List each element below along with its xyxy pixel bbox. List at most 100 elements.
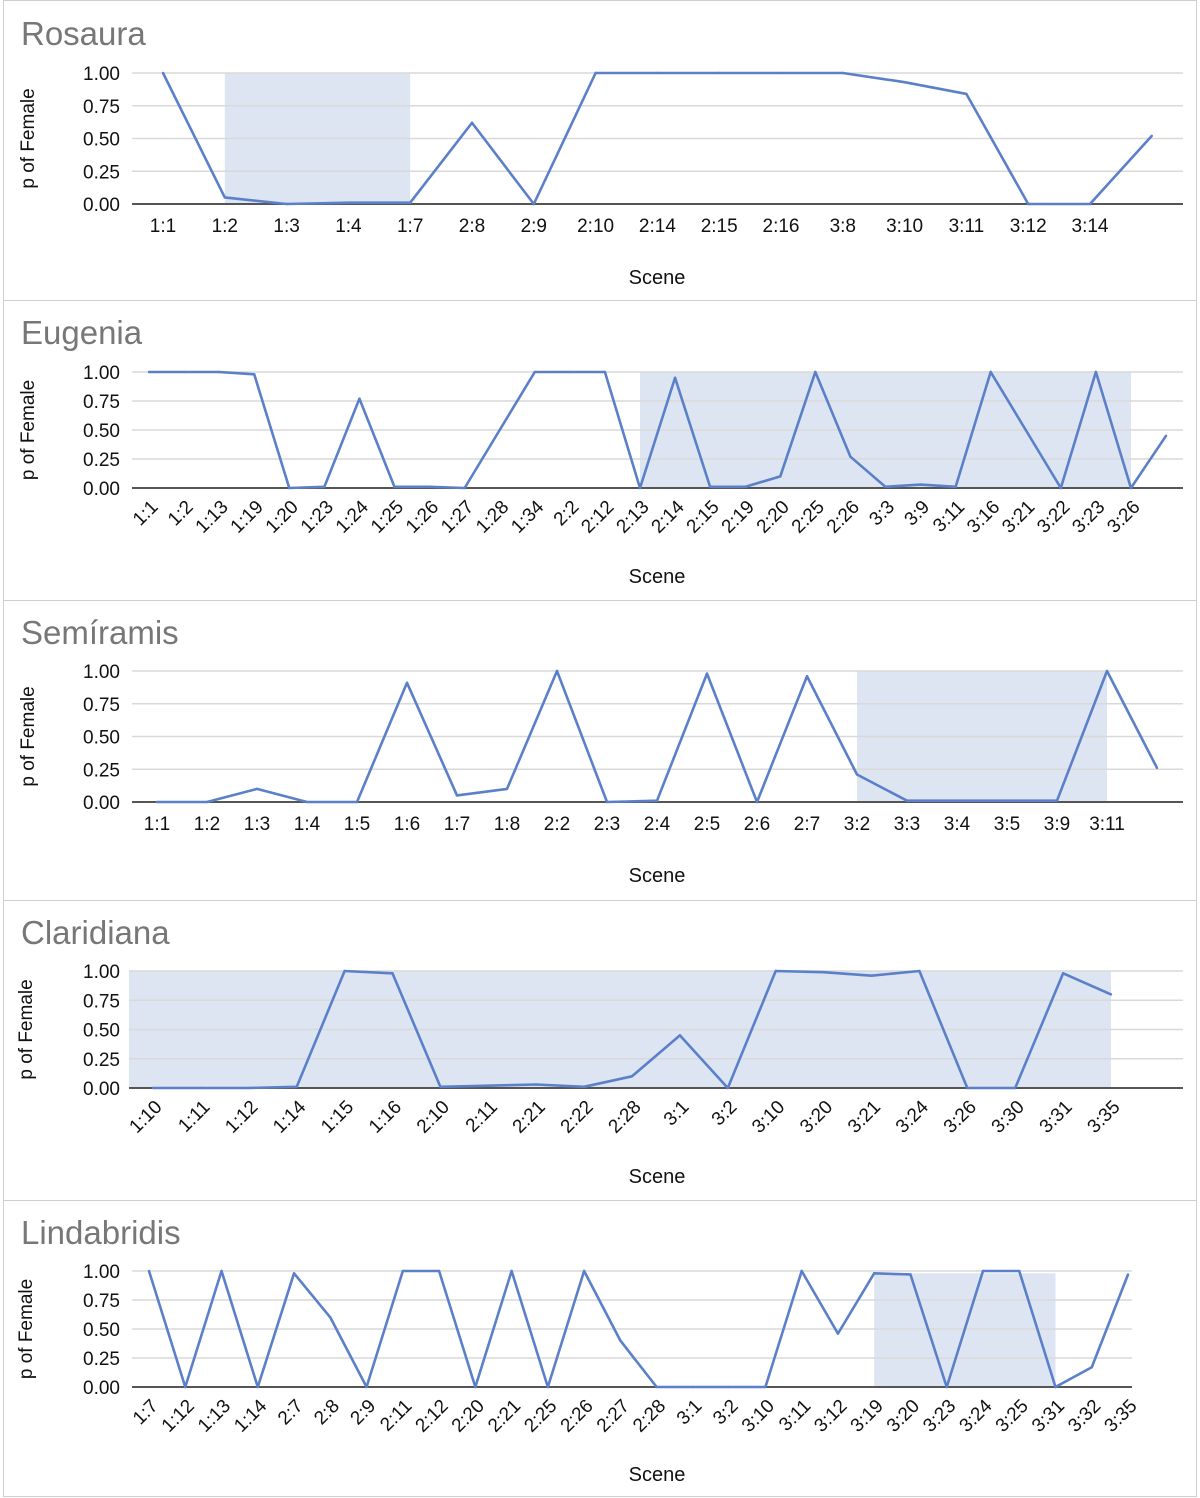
x-tick-label: 1:2 (212, 216, 238, 237)
x-tick-label: 3:1 (660, 1097, 694, 1131)
x-tick-label: 1:8 (494, 814, 520, 835)
data-point (455, 794, 459, 797)
data-point (1129, 486, 1133, 490)
y-tick-label: 0.00 (83, 793, 120, 814)
x-tick-label: 2:26 (823, 497, 864, 538)
chart-panel-eugenia: Eugenia 0.00 0.25 0.50 0.75 1.00 1:1 1:2 1:13 1:1… (3, 300, 1197, 601)
x-tick-label: 3:10 (748, 1097, 789, 1138)
data-point (594, 71, 597, 75)
y-axis-label: p of Female (16, 1279, 37, 1379)
data-point (253, 373, 256, 376)
x-tick-label: 3:12 (810, 1396, 851, 1437)
x-tick-label: 3:20 (883, 1396, 924, 1437)
x-tick-label: 1:12 (158, 1396, 199, 1437)
data-point (535, 1083, 538, 1086)
data-point (638, 486, 642, 490)
data-point (870, 974, 873, 977)
x-tick-label: 3:2 (709, 1396, 743, 1430)
x-tick-label: 2:20 (448, 1396, 489, 1437)
data-point (855, 773, 859, 776)
x-tick-label: 2:11 (376, 1396, 416, 1436)
data-point (437, 1269, 441, 1273)
x-tick-label: 1:12 (221, 1097, 262, 1138)
data-point (439, 1085, 442, 1089)
y-tick-label: 0.50 (83, 130, 120, 151)
data-point (779, 71, 783, 75)
y-tick-label: 0.50 (83, 728, 120, 749)
chart-title: Rosaura (21, 15, 146, 52)
x-tick-label: 2:14 (648, 496, 689, 537)
data-point (966, 1086, 969, 1090)
x-tick-label: 1:13 (194, 1396, 235, 1437)
data-point (1005, 799, 1009, 802)
chart-panel-lindabridis: Lindabridis 0.00 0.25 0.50 0.75 1.00 1:7 1:12 1:… (3, 1200, 1197, 1497)
data-point (981, 1269, 985, 1273)
x-tick-label: 3:32 (1064, 1396, 1105, 1437)
data-point (1150, 134, 1154, 138)
x-tick-label: 1:19 (227, 497, 268, 538)
x-tick-label: 3:23 (1068, 497, 1109, 538)
data-point (463, 486, 466, 490)
data-point (151, 1086, 155, 1090)
data-point (814, 370, 817, 374)
data-point (678, 1034, 682, 1037)
data-point (605, 800, 609, 804)
x-tick-label: 2:25 (788, 497, 829, 538)
x-tick-label: 3:9 (901, 497, 935, 531)
data-point (705, 672, 709, 675)
data-point (903, 80, 906, 84)
x-axis-label: Scene (629, 1166, 686, 1188)
x-tick-label: 3:3 (894, 814, 920, 835)
y-tick-label: 1.00 (83, 64, 120, 85)
x-tick-label: 3:24 (956, 1395, 997, 1436)
x-tick-label: 2:15 (701, 216, 738, 237)
data-point (800, 1269, 803, 1273)
data-point (205, 800, 209, 804)
data-point (1094, 370, 1098, 374)
chart-title: Semíramis (21, 614, 179, 651)
x-tick-label: 2:28 (605, 1097, 646, 1138)
data-point (655, 1385, 658, 1389)
data-point (365, 1385, 368, 1389)
x-tick-label: 3:10 (738, 1396, 779, 1437)
data-point (905, 799, 909, 802)
x-tick-label: 2:15 (683, 497, 724, 538)
chart-title: Eugenia (21, 314, 143, 351)
data-point (546, 1385, 550, 1389)
x-tick-label: 1:27 (437, 497, 478, 538)
x-tick-label: 3:14 (1072, 216, 1109, 237)
data-point (841, 71, 844, 75)
x-tick-label: 1:7 (444, 814, 470, 835)
x-tick-label: 2:9 (347, 1396, 381, 1430)
data-point (945, 1385, 948, 1389)
y-axis-label: p of Female (18, 380, 39, 480)
y-tick-label: 0.25 (83, 1349, 120, 1370)
data-point (323, 485, 326, 489)
data-point (532, 202, 535, 206)
x-axis-label: Scene (629, 566, 686, 588)
x-tick-label: 1:10 (126, 1097, 167, 1138)
data-point (726, 1086, 729, 1090)
x-tick-label: 1:14 (269, 1096, 310, 1137)
data-point (673, 376, 677, 379)
x-tick-label: 2:26 (557, 1396, 598, 1437)
data-point (220, 1269, 223, 1273)
data-point (743, 485, 747, 489)
data-point (285, 202, 288, 206)
x-tick-label: 1:3 (244, 814, 270, 835)
data-point (708, 485, 712, 489)
data-point (217, 370, 221, 374)
data-point (1059, 486, 1063, 490)
data-point (1055, 799, 1059, 802)
x-tick-label: 2:5 (694, 814, 720, 835)
chart-svg: Semíramis 0.00 0.25 0.50 0.75 1.00 1:1 1:2 1:3 1:… (18, 614, 1183, 887)
y-tick-label: 0.25 (83, 162, 120, 183)
x-tick-label: 2:7 (794, 814, 820, 835)
x-tick-label: 1:7 (397, 216, 423, 237)
data-point (428, 485, 431, 489)
data-point (255, 787, 259, 791)
data-point (409, 201, 412, 204)
data-point (487, 1084, 490, 1087)
data-point (247, 1086, 250, 1090)
series-line (149, 370, 1168, 490)
